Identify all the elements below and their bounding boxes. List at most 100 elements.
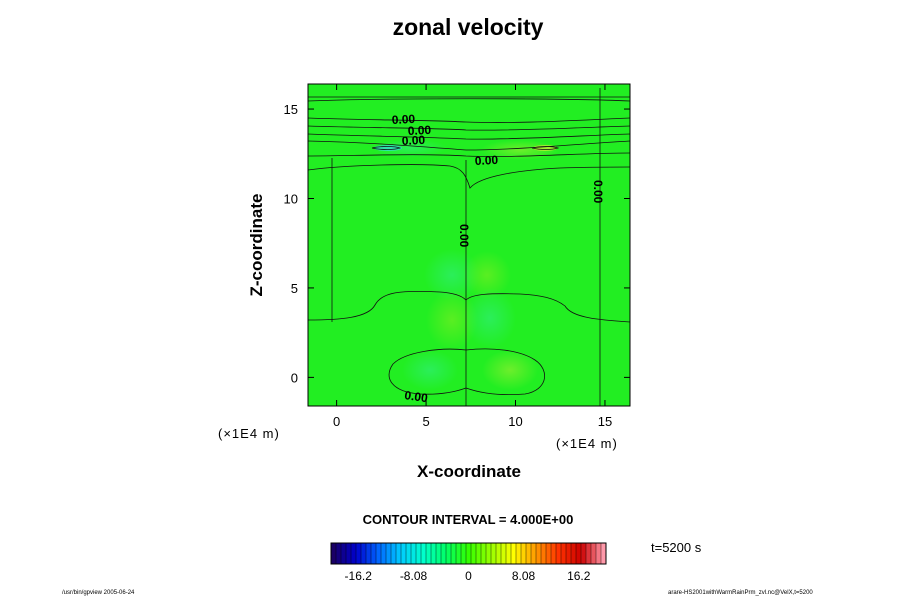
colorbar-cell bbox=[586, 543, 592, 564]
colorbar-cell bbox=[406, 543, 412, 564]
colorbar-cell bbox=[351, 543, 357, 564]
chart-title: zonal velocity bbox=[392, 14, 544, 40]
contour-label: 0.00 bbox=[591, 180, 605, 204]
y-tick-label: 15 bbox=[284, 102, 298, 117]
colorbar-cell bbox=[466, 543, 472, 564]
contour-line bbox=[388, 348, 545, 396]
colorbar-tick-label: -8.08 bbox=[400, 569, 428, 583]
colorbar-cell bbox=[416, 543, 422, 564]
contour-line bbox=[308, 140, 630, 151]
colorbar-cell bbox=[546, 543, 552, 564]
colorbar-cell bbox=[591, 543, 597, 564]
colorbar-cell bbox=[581, 543, 587, 564]
contour-line bbox=[308, 98, 630, 102]
field-shading: 0.00 0.00 0.00 0.00 0.00 0.00 0.00 bbox=[308, 88, 630, 406]
y-tick-label: 10 bbox=[284, 191, 298, 206]
colorbar-cell bbox=[471, 543, 477, 564]
field-blob bbox=[463, 251, 511, 299]
field-blob bbox=[426, 290, 478, 350]
x-axis-label: X-coordinate bbox=[417, 462, 521, 481]
colorbar-frame bbox=[330, 542, 607, 565]
colorbar-cell bbox=[521, 543, 527, 564]
colorbar-cell bbox=[541, 543, 547, 564]
colorbar-cell bbox=[331, 543, 337, 564]
contour-lines bbox=[308, 88, 630, 406]
colorbar-cell bbox=[561, 543, 567, 564]
colorbar-cell bbox=[576, 543, 582, 564]
contour-line bbox=[371, 146, 402, 150]
contour-line bbox=[308, 117, 630, 123]
x-tick-label: 15 bbox=[598, 414, 612, 429]
colorbar-cell bbox=[531, 543, 537, 564]
field-blob bbox=[482, 350, 538, 390]
colorbar-cell bbox=[426, 543, 432, 564]
field-blob bbox=[480, 140, 560, 160]
colorbar-tick-label: 16.2 bbox=[567, 569, 591, 583]
colorbar-cell bbox=[441, 543, 447, 564]
colorbar-cell bbox=[421, 543, 427, 564]
colorbar-cell bbox=[461, 543, 467, 564]
colorbar-cell bbox=[476, 543, 482, 564]
contour-label: 0.00 bbox=[404, 388, 429, 405]
field-blob bbox=[402, 350, 458, 390]
y-axis: 0 5 10 15 bbox=[284, 102, 630, 385]
colorbar-cell bbox=[501, 543, 507, 564]
colorbar-cell bbox=[396, 543, 402, 564]
colorbar bbox=[330, 543, 607, 564]
colorbar-cell bbox=[511, 543, 517, 564]
colorbar-cell bbox=[346, 543, 352, 564]
x-tick-label: 0 bbox=[333, 414, 340, 429]
colorbar-cell bbox=[551, 543, 557, 564]
colorbar-cell bbox=[431, 543, 437, 564]
contour-interval-label: CONTOUR INTERVAL = 4.000E+00 bbox=[362, 512, 574, 527]
colorbar-cell bbox=[356, 543, 362, 564]
colorbar-cell bbox=[436, 543, 442, 564]
contour-line bbox=[308, 133, 630, 140]
colorbar-tick-label: 8.08 bbox=[512, 569, 536, 583]
x-tick-label: 5 bbox=[422, 414, 429, 429]
colorbar-cell bbox=[506, 543, 512, 564]
plot-frame bbox=[307, 83, 631, 407]
colorbar-tick-label: -16.2 bbox=[345, 569, 373, 583]
contour-label: 0.00 bbox=[457, 224, 471, 248]
footer-command: /usr/bin/gpview 2005-06-24 bbox=[62, 590, 135, 596]
x-unit-label-right: (×1E4 m) bbox=[556, 436, 618, 451]
colorbar-cell bbox=[566, 543, 572, 564]
colorbar-cell bbox=[336, 543, 342, 564]
field-blob bbox=[372, 139, 448, 157]
time-label: t=5200 s bbox=[651, 540, 702, 555]
contour-line bbox=[308, 152, 630, 157]
colorbar-cell bbox=[491, 543, 497, 564]
y-tick-label: 0 bbox=[291, 370, 298, 385]
colorbar-cell bbox=[526, 543, 532, 564]
colorbar-cell bbox=[391, 543, 397, 564]
colorbar-cell bbox=[411, 543, 417, 564]
colorbar-cell bbox=[376, 543, 382, 564]
colorbar-cell bbox=[481, 543, 487, 564]
contour-label: 0.00 bbox=[401, 133, 425, 148]
colorbar-cell bbox=[446, 543, 452, 564]
contour-label: 0.00 bbox=[407, 123, 431, 138]
colorbar-cell bbox=[361, 543, 367, 564]
colorbar-ticks: -16.2 -8.08 0 8.08 16.2 bbox=[345, 569, 591, 583]
colorbar-tick-label: 0 bbox=[465, 569, 472, 583]
contour-label: 0.00 bbox=[474, 153, 498, 168]
colorbar-cell bbox=[386, 543, 392, 564]
colorbar-cell bbox=[381, 543, 387, 564]
colorbar-cell bbox=[451, 543, 457, 564]
contour-line bbox=[308, 164, 630, 189]
x-tick-label: 10 bbox=[508, 414, 522, 429]
x-unit-label-left: (×1E4 m) bbox=[218, 426, 280, 441]
colorbar-cell bbox=[516, 543, 522, 564]
colorbar-cell bbox=[401, 543, 407, 564]
contour-line bbox=[308, 125, 630, 131]
field-blob bbox=[374, 145, 402, 151]
colorbar-cell bbox=[596, 543, 602, 564]
x-axis: 0 5 10 15 bbox=[333, 84, 612, 429]
y-tick-label: 5 bbox=[291, 281, 298, 296]
heatmap-field bbox=[308, 84, 630, 406]
footer-source: arare-HS2001withWarmRainPrm_zvl.nc@VelX,… bbox=[668, 590, 813, 596]
colorbar-cell bbox=[456, 543, 462, 564]
colorbar-cell bbox=[486, 543, 492, 564]
